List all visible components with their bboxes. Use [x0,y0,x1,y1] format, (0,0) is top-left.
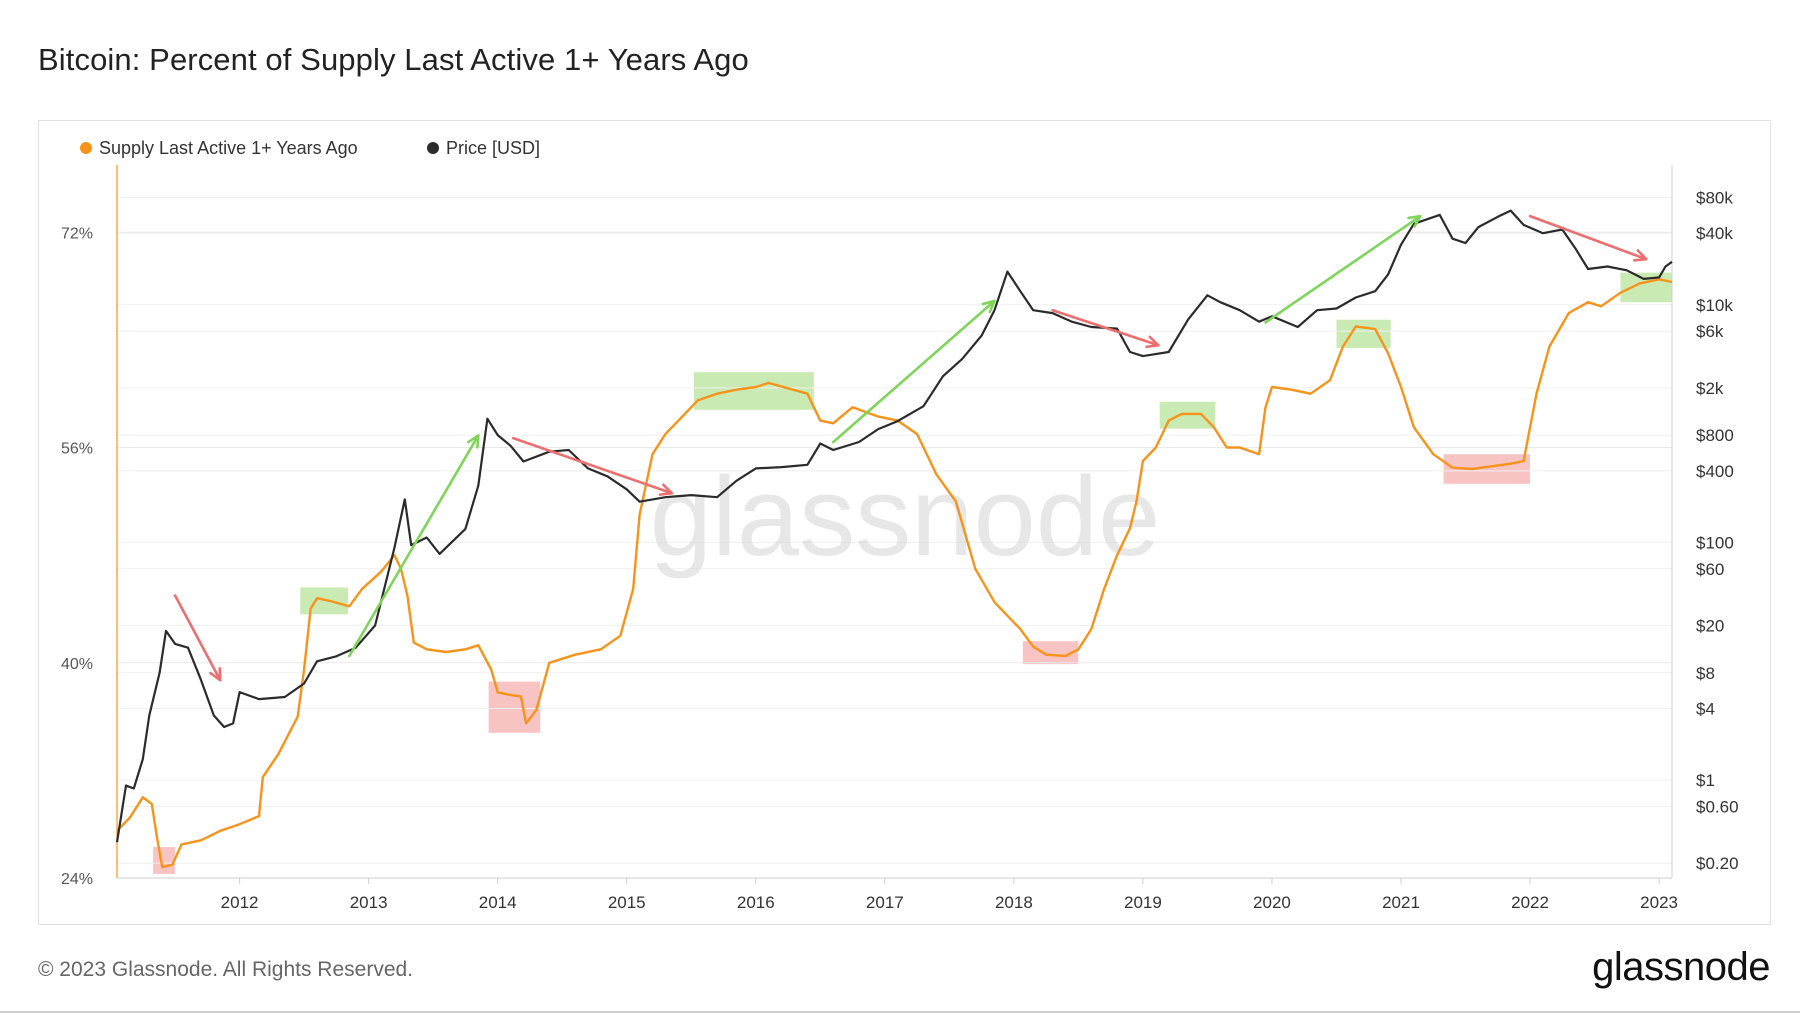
y-right-tick-label: $400 [1696,462,1734,481]
y-right-tick-label: $0.20 [1696,854,1739,873]
y-right-tick-label: $40k [1696,224,1733,243]
y-right-tick-label: $4 [1696,700,1715,719]
y-right-tick-label: $10k [1696,296,1733,315]
y-right-tick-label: $60 [1696,560,1724,579]
y-right-tick-label: $20 [1696,616,1724,635]
trend-arrow-up-1 [347,434,480,658]
y-right-tick-label: $100 [1696,533,1734,552]
y-right-tick-label: $80k [1696,188,1733,207]
chart-frame [38,120,1771,925]
series-line-price [115,209,1673,843]
x-tick-label: 2012 [221,893,259,912]
y-right-tick-label: $8 [1696,664,1715,683]
y-right-tick-label: $800 [1696,426,1734,445]
y-right-tick-label: $1 [1696,771,1715,790]
y-left-tick-label: 40% [61,656,93,673]
legend-dot-supply [80,142,92,154]
trend-arrow-up-3 [831,299,996,444]
y-right-tick-label: $2k [1696,379,1724,398]
glassnode-logo[interactable]: glassnode [1592,945,1770,989]
legend-label-price: Price [USD] [446,138,541,158]
x-tick-label: 2013 [350,893,388,912]
series-line-supply [116,278,1673,869]
bottom-divider [0,1011,1800,1013]
trend-arrow-up-5 [1264,214,1422,324]
x-tick-label: 2019 [1124,893,1162,912]
trend-arrow-down-2 [511,436,674,496]
trend-arrow-down-0 [173,594,222,682]
x-tick-label: 2020 [1253,893,1291,912]
legend-dot-price [427,142,439,154]
y-left-tick-label: 56% [61,441,93,458]
x-tick-label: 2021 [1382,893,1420,912]
x-tick-label: 2015 [608,893,646,912]
y-left-tick-label: 72% [61,225,93,242]
watermark-text: glassnode [650,454,1161,579]
legend-item-supply[interactable]: Supply Last Active 1+ Years Ago [80,138,358,159]
highlight-box-green-5 [1159,401,1216,429]
x-tick-label: 2017 [866,893,904,912]
y-right-tick-label: $0.60 [1696,797,1739,816]
x-tick-label: 2023 [1640,893,1678,912]
highlight-box-red-4 [1022,641,1079,665]
legend-item-price[interactable]: Price [USD] [427,138,540,159]
y-right-tick-label: $6k [1696,322,1724,341]
legend-label-supply: Supply Last Active 1+ Years Ago [99,138,358,158]
copyright-text: © 2023 Glassnode. All Rights Reserved. [38,958,414,981]
trend-arrow-down-6 [1528,214,1648,262]
trend-arrow-down-4 [1051,308,1160,349]
highlight-box-green-8 [1620,272,1672,303]
x-tick-label: 2014 [479,893,517,912]
y-left-tick-label: 24% [61,871,93,888]
x-tick-label: 2016 [737,893,775,912]
x-tick-label: 2018 [995,893,1033,912]
highlight-box-red-0 [153,847,176,874]
chart-title: Bitcoin: Percent of Supply Last Active 1… [38,42,749,77]
x-tick-label: 2022 [1511,893,1549,912]
